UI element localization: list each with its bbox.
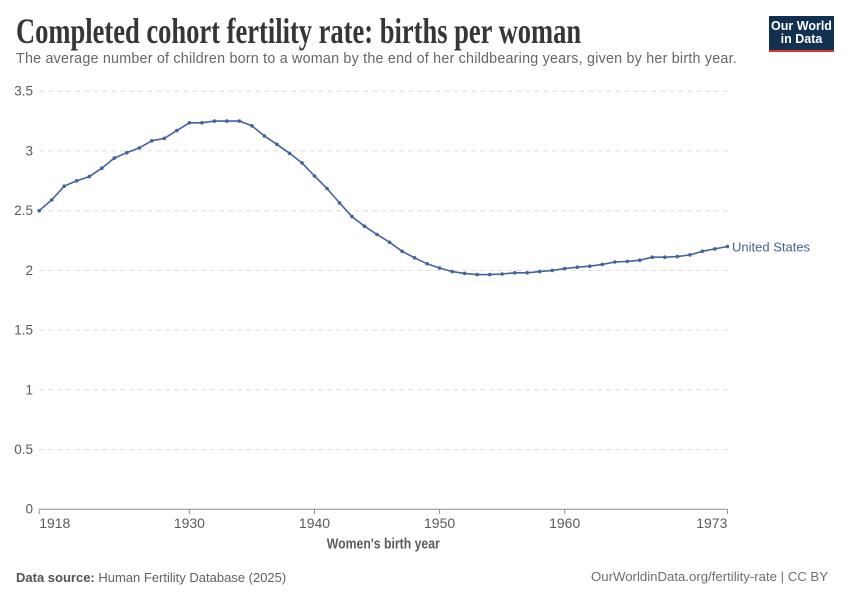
svg-text:1930: 1930 bbox=[174, 515, 205, 531]
svg-text:United States: United States bbox=[732, 240, 811, 255]
svg-text:1950: 1950 bbox=[424, 515, 455, 531]
svg-text:3: 3 bbox=[25, 143, 33, 158]
svg-text:1960: 1960 bbox=[549, 515, 580, 531]
svg-text:0: 0 bbox=[25, 502, 33, 517]
svg-text:1918: 1918 bbox=[39, 515, 70, 531]
svg-text:0.5: 0.5 bbox=[14, 442, 33, 457]
svg-text:2: 2 bbox=[25, 263, 33, 278]
svg-text:1.5: 1.5 bbox=[14, 323, 33, 338]
svg-text:2.5: 2.5 bbox=[14, 203, 33, 218]
svg-text:1: 1 bbox=[25, 382, 33, 397]
svg-text:3.5: 3.5 bbox=[14, 84, 33, 99]
svg-text:1940: 1940 bbox=[299, 515, 330, 531]
svg-text:Women's birth year: Women's birth year bbox=[327, 536, 440, 553]
svg-text:1973: 1973 bbox=[696, 515, 727, 531]
